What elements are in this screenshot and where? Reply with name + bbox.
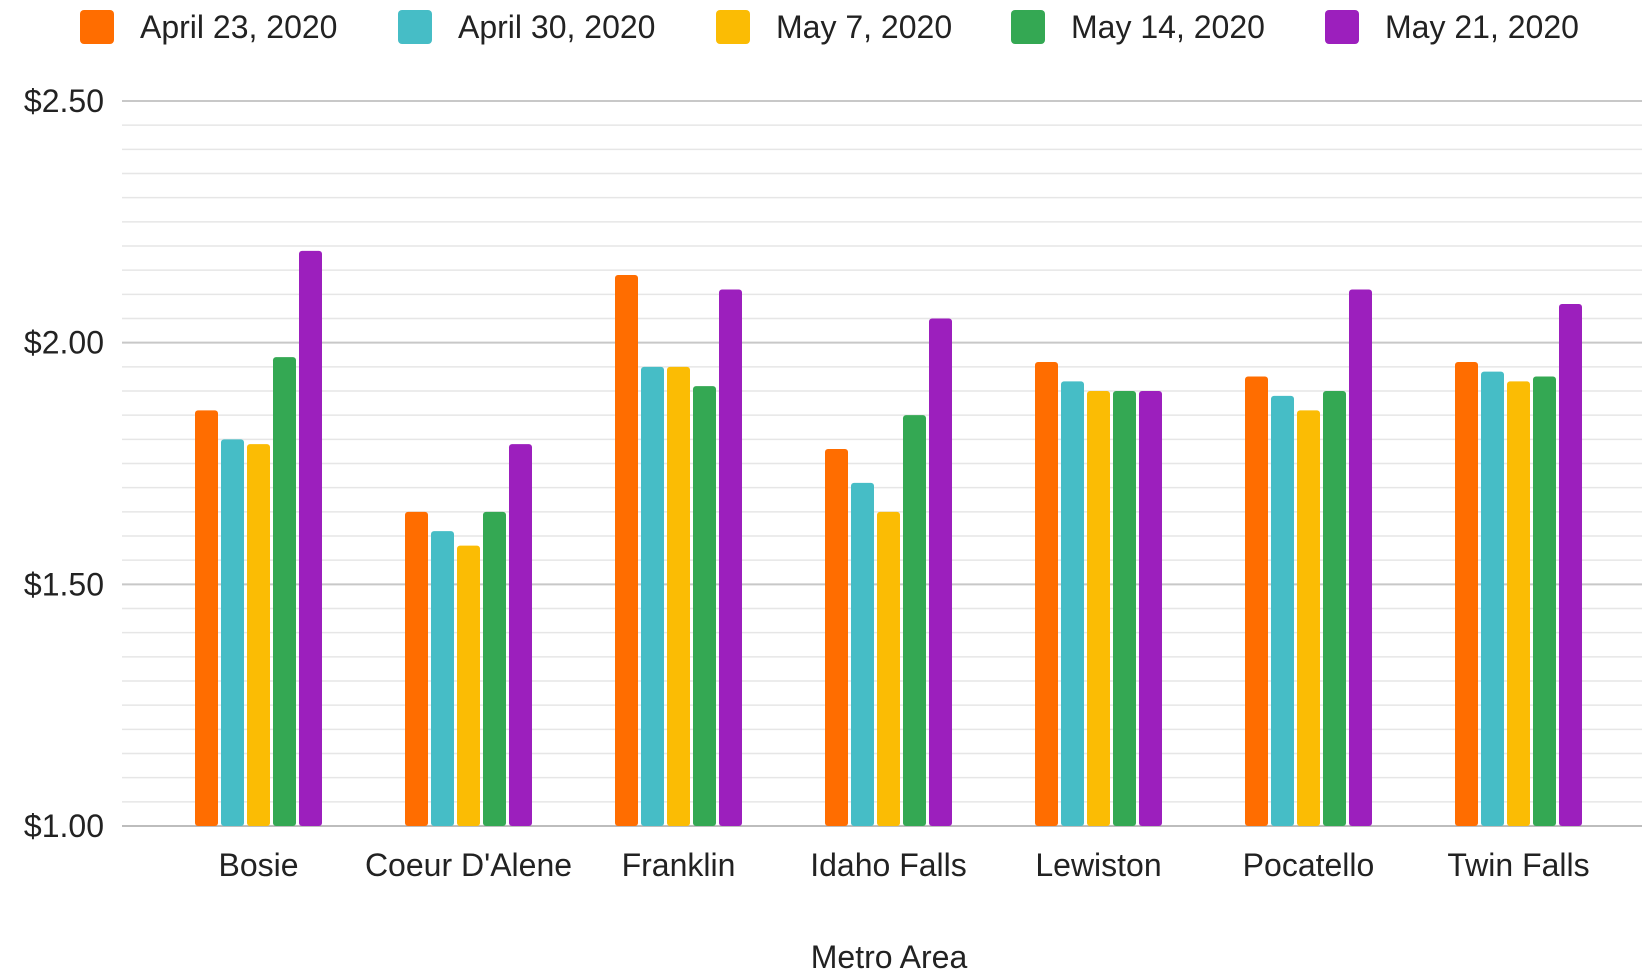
bar <box>1061 381 1084 826</box>
y-axis-ticks: $1.00 $1.50 $2.00 $2.50 <box>24 83 104 844</box>
x-axis-title: Metro Area <box>811 939 968 973</box>
y-tick-label: $1.00 <box>24 808 104 844</box>
bar <box>483 511 506 826</box>
category-label: Twin Falls <box>1447 847 1589 883</box>
legend-swatch <box>716 10 750 44</box>
bar <box>457 545 480 826</box>
legend-item: April 30, 2020 <box>398 9 655 45</box>
legend-label: May 21, 2020 <box>1385 9 1579 45</box>
bar <box>1271 395 1294 826</box>
category-label: Franklin <box>622 847 736 883</box>
bar <box>195 410 218 826</box>
bar <box>1245 376 1268 826</box>
bar <box>1139 391 1162 826</box>
bar <box>247 444 270 826</box>
bar <box>299 250 322 827</box>
bar <box>273 357 296 826</box>
y-tick-label: $2.00 <box>24 325 104 361</box>
bar <box>1113 391 1136 826</box>
category-label: Lewiston <box>1035 847 1161 883</box>
bar <box>825 449 848 826</box>
legend-item: May 14, 2020 <box>1011 9 1265 45</box>
legend-swatch <box>80 10 114 44</box>
y-tick-label: $1.50 <box>24 566 104 602</box>
bar <box>851 482 874 826</box>
legend: April 23, 2020 April 30, 2020 May 7, 2020 M… <box>80 9 1579 45</box>
bar <box>615 275 638 826</box>
legend-swatch <box>1325 10 1359 44</box>
bar <box>1559 304 1582 826</box>
legend-label: April 23, 2020 <box>140 9 337 45</box>
bar <box>877 511 900 826</box>
bars <box>195 250 1582 827</box>
bar <box>1533 376 1556 826</box>
legend-label: May 14, 2020 <box>1071 9 1265 45</box>
legend-label: May 7, 2020 <box>776 9 952 45</box>
bar <box>641 366 664 826</box>
bar <box>1481 371 1504 826</box>
category-label: Pocatello <box>1243 847 1375 883</box>
bar <box>221 439 244 826</box>
x-axis-categories: Bosie Coeur D'Alene Franklin Idaho Falls Lew… <box>218 847 1589 883</box>
bar <box>693 386 716 826</box>
bar <box>1297 410 1320 826</box>
category-label: Coeur D'Alene <box>365 847 572 883</box>
bar <box>1087 391 1110 826</box>
legend-item: May 21, 2020 <box>1325 9 1579 45</box>
bar <box>1035 362 1058 826</box>
bar <box>405 511 428 826</box>
legend-item: April 23, 2020 <box>80 9 337 45</box>
bar <box>719 289 742 826</box>
category-label: Bosie <box>218 847 298 883</box>
bar <box>509 444 532 826</box>
bar <box>903 415 926 826</box>
y-tick-label: $2.50 <box>24 83 104 119</box>
legend-item: May 7, 2020 <box>716 9 952 45</box>
bar <box>1323 391 1346 826</box>
legend-label: April 30, 2020 <box>458 9 655 45</box>
bar <box>1455 362 1478 826</box>
bar <box>667 366 690 826</box>
bar <box>431 531 454 826</box>
legend-swatch <box>398 10 432 44</box>
category-label: Idaho Falls <box>810 847 967 883</box>
bar <box>929 318 952 826</box>
bar <box>1507 381 1530 826</box>
legend-swatch <box>1011 10 1045 44</box>
bar <box>1349 289 1372 826</box>
